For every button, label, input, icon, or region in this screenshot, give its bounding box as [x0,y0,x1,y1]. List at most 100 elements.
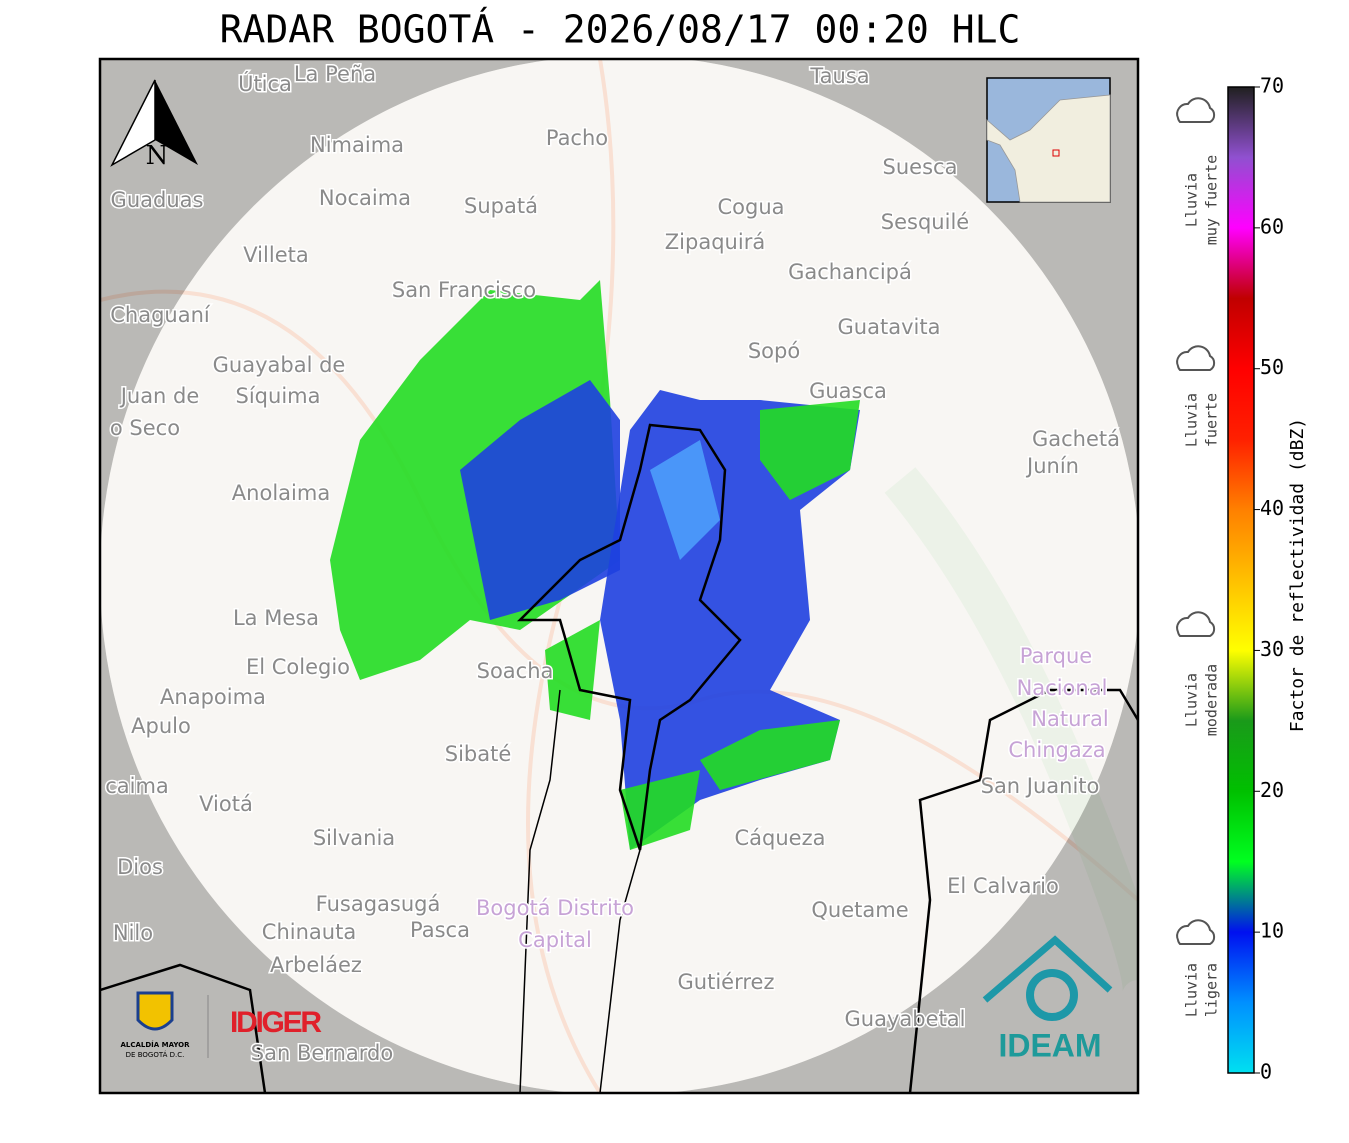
place-name: La Mesa [233,606,319,630]
radar-echoes [330,280,860,850]
bogota-boundary [516,423,742,851]
place-name: Nacional [1017,676,1108,700]
colorbar-label: Factor de reflectividad (dBZ) [1287,418,1308,732]
place-name: caima [105,774,169,798]
place-names: Útica La Peña Tausa Nimaima Pacho Guaduas Noca… [104,61,1122,1067]
place-name: Guayabal de [213,353,346,377]
rain-level-label: Lluvia [1183,963,1201,1017]
place-name: La Peña [294,62,376,86]
place-name: Suesca [883,155,958,179]
place-name: Zipaquirá [665,230,765,254]
ideam-swirl [1026,969,1078,1021]
rain-icon [1176,611,1216,637]
place-name: Villeta [243,243,308,267]
place-name: Nimaima [310,133,404,157]
colorbar-tick-label: 0 [1260,1060,1272,1084]
rain-level-label: moderada [1203,664,1221,736]
inset-map [986,77,1111,203]
north-label: N [146,141,169,171]
alcaldia-text: DE BOGOTÁ D.C. [126,1050,185,1059]
place-name: Apulo [131,714,191,738]
rain-level-label: muy fuerte [1203,155,1221,245]
place-name: Supatá [464,194,538,218]
rain-level-label: fuerte [1203,393,1221,447]
alcaldia-text: ALCALDÍA MAYOR [120,1040,190,1049]
place-name: Viotá [199,792,253,816]
place-name: Sopó [748,339,800,363]
place-name: Cogua [717,195,784,219]
rain-level-label: Lluvia [1183,673,1201,727]
echo [650,440,720,560]
plot-frame [98,57,1140,1095]
place-name: Dios [117,855,163,879]
place-name: San Francisco [392,278,536,302]
place-name: Parque [1020,644,1092,668]
colorbar-tick-label: 60 [1260,214,1284,238]
place-name: Chingaza [1008,738,1105,762]
place-name: San Juanito [981,774,1100,798]
boundary [100,963,267,1093]
place-name: Fusagasugá [316,892,441,916]
north-arrow-right [155,80,198,165]
place-name: Junín [1025,454,1079,478]
place-name: Pacho [546,126,608,150]
rain-level-label: Lluvia [1183,173,1201,227]
rain-level-label: Lluvia [1183,393,1201,447]
place-name: El Colegio [246,655,350,679]
rain-icon [1176,919,1216,945]
north-arrow: N [110,79,198,171]
inset-land [986,94,1111,203]
place-name: Pasca [410,918,470,942]
rain-icon [1176,345,1216,371]
colorbar: 0 10 20 30 40 50 60 70 Factor de reflectividad (… [1227,74,1308,1084]
place-name: Chinauta [262,920,356,944]
boundary [519,689,641,1093]
ideam-logo: IDEAM [998,1027,1101,1063]
place-name: Chaguaní [110,303,211,327]
place-name: Tausa [809,64,869,88]
place-name: Quetame [811,898,908,922]
place-name: Cáqueza [735,826,826,850]
place-name: Silvania [313,826,395,850]
place-name: Bogotá Distrito [476,896,634,920]
place-name: Natural [1031,707,1108,731]
place-name: Guayabetal [845,1007,966,1031]
place-name: El Calvario [947,874,1059,898]
place-name: Capital [518,928,592,952]
place-name: Gutiérrez [678,970,775,994]
map: Útica La Peña Tausa Nimaima Pacho Guaduas Noca… [100,59,1138,1093]
place-name: Sesquilé [881,210,969,234]
echo [545,400,860,850]
place-name: Gachetá [1032,427,1120,451]
place-name: Juan de [119,384,200,408]
colorbar-tick-label: 30 [1260,637,1284,661]
colorbar-tick-label: 40 [1260,496,1284,520]
place-name: Guaduas [111,188,204,212]
logos: ALCALDÍA MAYOR DE BOGOTÁ D.C. IDIGER IDE… [120,935,1113,1063]
idiger-logo: IDIGER [230,1006,322,1039]
alcaldia-shield [136,991,174,1031]
place-name: Arbeláez [270,953,362,977]
place-name: Sibaté [445,742,512,766]
place-name: Útica [238,71,292,96]
place-name: Soacha [477,659,554,683]
place-name: Gachancipá [788,260,912,284]
colorbar-tick-label: 10 [1260,919,1284,943]
place-name: Anapoima [160,685,266,709]
colorbar-scale [1227,86,1255,1074]
rain-level-label: ligera [1203,963,1221,1017]
inset-marker [1052,149,1060,157]
colorbar-tick-label: 70 [1260,74,1284,98]
park [884,467,1138,1019]
place-name: San Bernardo [251,1041,393,1065]
place-name: Anolaima [232,481,330,505]
place-name: o Seco [110,416,180,440]
title: RADAR BOGOTÁ - 2026/08/17 00:20 HLC [220,8,1021,52]
rain-icon [1176,97,1216,123]
colorbar-tick-label: 20 [1260,778,1284,802]
place-name: Nocaima [319,186,411,210]
colorbar-tick-label: 50 [1260,355,1284,379]
boundary [908,688,1138,1093]
